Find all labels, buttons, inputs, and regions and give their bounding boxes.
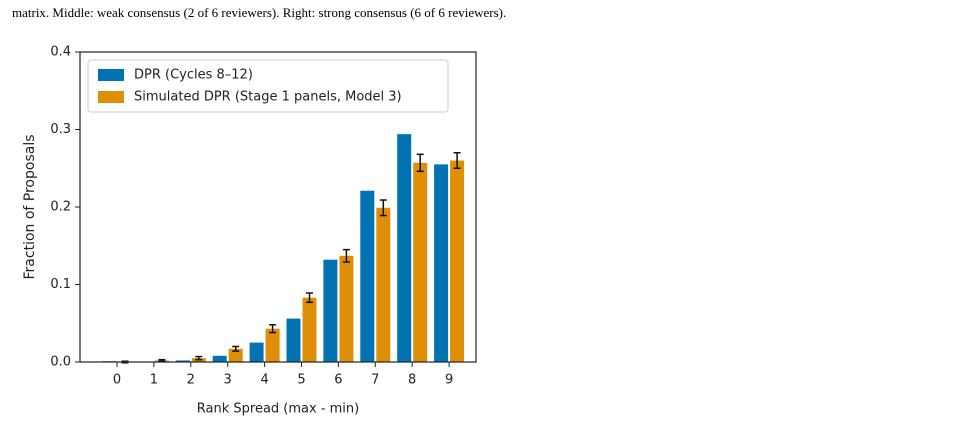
error-bar: [342, 248, 350, 263]
x-tick-label: 2: [187, 373, 195, 388]
bar: [434, 164, 449, 362]
bar: [286, 318, 301, 362]
bar: [376, 207, 391, 362]
x-tick-label: 0: [113, 373, 121, 388]
error-bar: [379, 199, 387, 217]
error-bar: [416, 153, 424, 173]
y-tick-label: 0.2: [50, 200, 71, 215]
x-axis-label: Rank Spread (max - min): [197, 402, 359, 417]
x-tick-label: 3: [224, 373, 232, 388]
x-tick-label: 4: [260, 373, 268, 388]
x-tick-label: 5: [297, 373, 305, 388]
error-bar: [195, 355, 203, 361]
bar: [212, 355, 227, 362]
y-tick-label: 0.4: [50, 45, 71, 60]
x-tick-label: 1: [150, 373, 158, 388]
y-tick-label: 0.3: [50, 122, 71, 137]
bar: [360, 190, 375, 362]
legend-swatch: [98, 91, 124, 103]
legend-label: Simulated DPR (Stage 1 panels, Model 3): [134, 90, 402, 105]
bar: [397, 134, 412, 362]
bar: [249, 342, 264, 362]
error-bar: [306, 292, 313, 304]
bar: [450, 160, 465, 362]
x-tick-label: 6: [334, 373, 342, 388]
legend-box: [87, 59, 449, 113]
plot-frame: [79, 51, 477, 363]
bar: [323, 259, 338, 362]
bar: [302, 297, 317, 362]
y-tick-label: 0.1: [50, 277, 71, 292]
error-bar: [269, 324, 277, 334]
legend-label: DPR (Cycles 8–12): [134, 68, 253, 83]
bar: [228, 348, 243, 362]
caption: matrix. Middle: weak consensus (2 of 6 r…: [12, 5, 507, 20]
bar: [339, 255, 354, 362]
x-tick-label: 8: [408, 373, 416, 388]
x-tick-label: 7: [371, 373, 379, 388]
bar: [413, 162, 428, 362]
bar: [175, 360, 190, 362]
y-tick-label: 0.0: [50, 355, 71, 370]
error-bar: [158, 358, 166, 362]
error-bar: [453, 152, 461, 169]
legend-swatch: [98, 69, 124, 81]
error-bar: [232, 345, 240, 352]
y-axis-label: Fraction of Proposals: [22, 135, 38, 280]
bar: [265, 328, 280, 362]
x-tick-label: 9: [445, 373, 453, 388]
